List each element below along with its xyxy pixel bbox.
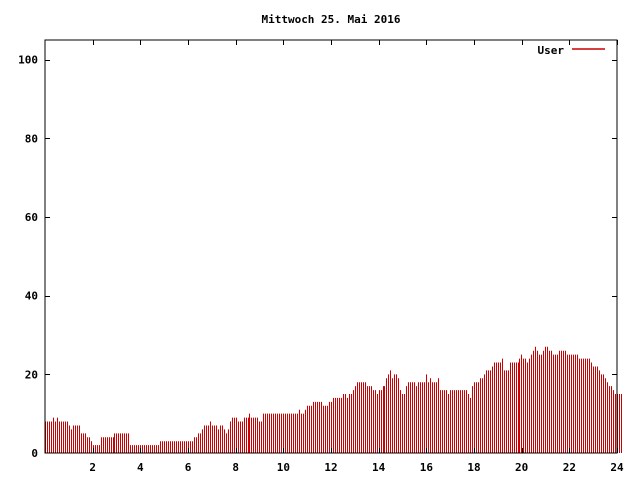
y-tick-label: 60 xyxy=(25,211,38,224)
chart-title: Mittwoch 25. Mai 2016 xyxy=(261,13,400,26)
x-tick-label: 10 xyxy=(277,461,290,474)
plot-frame xyxy=(44,39,618,454)
x-tick-label: 2 xyxy=(89,461,96,474)
y-tick-label: 0 xyxy=(31,447,38,460)
y-tick-label: 40 xyxy=(25,290,38,303)
x-tick-label: 24 xyxy=(610,461,624,474)
x-tick-label: 16 xyxy=(420,461,434,474)
legend-label: User xyxy=(538,44,565,57)
legend: User xyxy=(538,44,605,57)
plot-bars xyxy=(45,346,622,453)
y-tick-label: 20 xyxy=(25,368,38,381)
x-tick-label: 6 xyxy=(185,461,192,474)
x-tick-label: 22 xyxy=(563,461,576,474)
x-tick-label: 14 xyxy=(372,461,386,474)
y-tick-label: 100 xyxy=(18,54,38,67)
x-tick-label: 20 xyxy=(515,461,528,474)
x-tick-label: 18 xyxy=(467,461,480,474)
x-tick-label: 12 xyxy=(324,461,337,474)
y-tick-label: 80 xyxy=(25,132,38,145)
x-tick-label: 4 xyxy=(137,461,144,474)
x-tick-label: 8 xyxy=(232,461,239,474)
